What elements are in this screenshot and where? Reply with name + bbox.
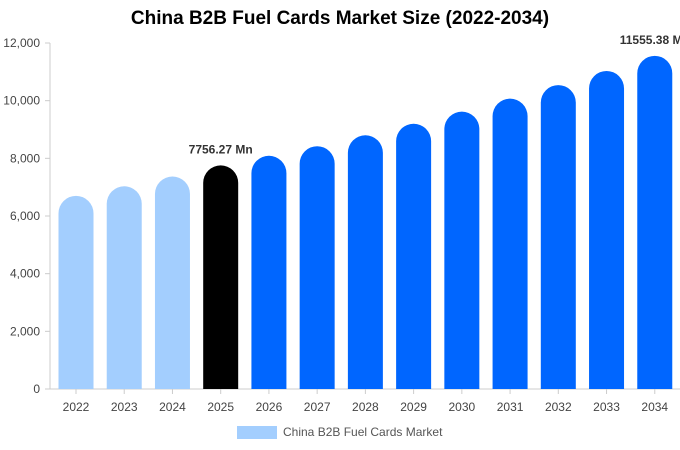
y-tick-label: 4,000: [10, 267, 40, 281]
y-tick-label: 10,000: [3, 94, 40, 108]
bar-2023[interactable]: [106, 186, 142, 389]
x-tick-label-2034: 2034: [641, 400, 668, 414]
bar-2029[interactable]: [396, 123, 432, 389]
x-tick-label-2029: 2029: [400, 400, 427, 414]
bar-2027[interactable]: [299, 146, 335, 389]
x-tick-label-2026: 2026: [256, 400, 283, 414]
legend-swatch: [237, 425, 277, 439]
x-tick-label-2030: 2030: [448, 400, 475, 414]
x-tick-label-2031: 2031: [497, 400, 524, 414]
x-tick-label-2027: 2027: [304, 400, 331, 414]
x-tick-label-2022: 2022: [63, 400, 90, 414]
bar-2031[interactable]: [492, 98, 528, 390]
chart-title: China B2B Fuel Cards Market Size (2022-2…: [130, 8, 550, 29]
bar-2032[interactable]: [540, 85, 576, 389]
x-tick-label-2033: 2033: [593, 400, 620, 414]
bar-2033[interactable]: [589, 70, 625, 390]
x-tick-label-2028: 2028: [352, 400, 379, 414]
y-tick-label: 12,000: [3, 36, 40, 50]
y-tick-label: 8,000: [10, 151, 40, 165]
legend[interactable]: China B2B Fuel Cards Market: [237, 425, 442, 439]
y-tick-label: 2,000: [10, 324, 40, 338]
x-tick-label-2025: 2025: [207, 400, 234, 414]
bar-2025[interactable]: [203, 165, 239, 389]
y-tick-label: 6,000: [10, 209, 40, 223]
x-tick-label-2024: 2024: [159, 400, 186, 414]
bar-2024[interactable]: [154, 176, 190, 389]
x-tick-label-2032: 2032: [545, 400, 572, 414]
bar-2028[interactable]: [347, 135, 383, 389]
data-label-2025: 7756.27 Mn: [189, 142, 253, 156]
data-label-2034: 11555.38 Mn: [620, 33, 680, 47]
x-tick-label-2023: 2023: [111, 400, 138, 414]
bar-2034[interactable]: [637, 55, 673, 389]
bar-2026[interactable]: [251, 155, 287, 389]
y-tick-label: 0: [33, 382, 40, 396]
bar-2022[interactable]: [58, 195, 94, 389]
bar-2030[interactable]: [444, 111, 480, 389]
legend-label: China B2B Fuel Cards Market: [283, 425, 443, 439]
